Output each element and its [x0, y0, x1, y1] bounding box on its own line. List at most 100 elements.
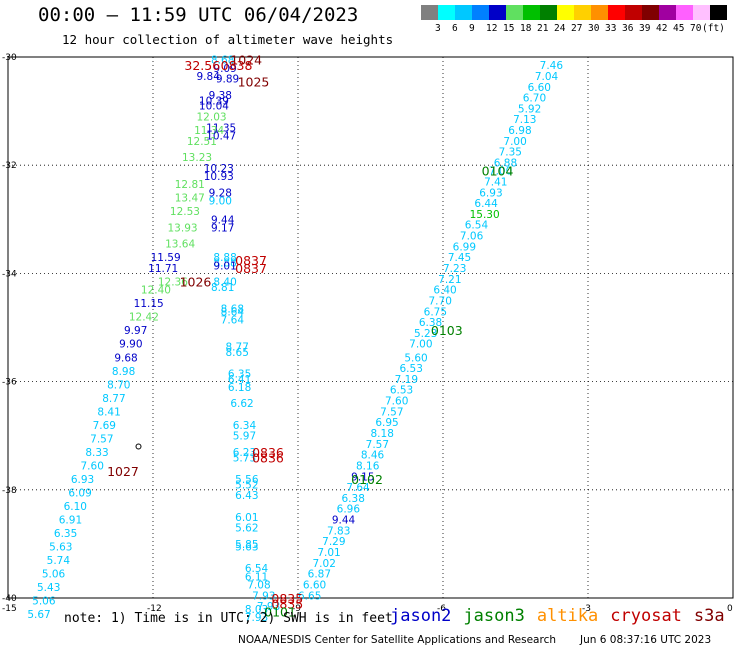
legend-label: 3	[435, 23, 441, 34]
pass-time-label: 1024	[230, 53, 262, 68]
wave-height-label: 6.87	[308, 569, 331, 581]
wave-height-label: 5.43	[37, 582, 60, 594]
wave-height-label: 7.57	[90, 433, 113, 445]
legend-swatch	[489, 5, 506, 20]
wave-height-label: 9.00	[209, 195, 232, 207]
wave-height-label: 8.41	[97, 406, 120, 418]
wave-height-label: 7.02	[313, 558, 336, 570]
wave-height-label: 11.35	[206, 122, 236, 134]
wave-height-label: 6.18	[228, 382, 251, 394]
wave-height-label: 7.19	[395, 374, 418, 386]
wave-height-label: 6.93	[479, 187, 502, 199]
wave-height-label: 7.60	[81, 460, 104, 472]
wave-height-label: 12.03	[197, 112, 227, 124]
wave-height-label: 6.38	[342, 493, 365, 505]
wave-height-label: 8.88	[213, 252, 236, 264]
wave-height-label: 7.00	[503, 136, 526, 148]
wave-height-label: 7.70	[429, 295, 452, 307]
legend-swatch	[659, 5, 676, 20]
pass-time-label: 0103	[431, 323, 463, 338]
wave-height-label: 8.77	[102, 393, 125, 405]
legend-swatch	[693, 5, 710, 20]
wave-height-label: 10.93	[204, 171, 234, 183]
wave-height-label: 6.40	[433, 285, 456, 297]
lon-tick-label: -3	[582, 604, 591, 614]
lon-tick-label: 0	[727, 604, 733, 614]
wave-height-label: 9.28	[209, 187, 232, 199]
legend-label: 70	[690, 23, 702, 34]
wave-height-label: 11.34	[194, 125, 224, 137]
wave-height-label: 7.00	[489, 166, 512, 178]
lat-tick-label: -32	[2, 161, 17, 171]
wave-height-label: 9.44	[332, 515, 356, 527]
wave-height-label: 5.92	[518, 103, 541, 115]
legend-label: 24	[554, 23, 566, 34]
legend-label: 42	[656, 23, 668, 34]
wave-height-label: 5.63	[235, 542, 258, 554]
wave-height-label: 9.97	[124, 325, 147, 337]
wave-height-label: 7.45	[448, 252, 471, 264]
lat-tick-label: -36	[2, 378, 17, 388]
wave-height-label: 5.85	[235, 539, 258, 551]
wave-height-label: 7.69	[93, 420, 116, 432]
wave-height-label: 6.96	[337, 504, 361, 516]
legend-label: 45	[673, 23, 685, 34]
wave-height-label: 7.57	[380, 406, 403, 418]
legend-swatch	[710, 5, 727, 20]
satellite-altika: altika	[536, 606, 599, 626]
satellite-jason2: jason2	[390, 606, 452, 626]
satellite-cryosat: cryosat	[610, 606, 682, 626]
wave-height-label: 5.06	[32, 596, 56, 608]
wave-height-label: 8.16	[356, 460, 380, 472]
pass-time-label: 1026	[180, 275, 212, 290]
legend-swatch	[557, 5, 574, 20]
pass-time-label: 0101	[264, 605, 296, 620]
legend-swatch	[455, 5, 472, 20]
pass-time-label: 32.56	[184, 58, 220, 73]
wave-height-label: 8.46	[361, 450, 385, 462]
wave-height-label: 7.29	[322, 536, 345, 548]
wave-height-label: 8.98	[112, 366, 135, 378]
lat-tick-label: -34	[2, 269, 17, 279]
generated-time: Jun 6 08:37:16 UTC 2023	[580, 634, 712, 646]
wave-height-label: 9.84	[197, 71, 221, 83]
wave-height-label: 6.01	[235, 512, 258, 524]
legend-label: 36	[622, 23, 634, 34]
legend-swatch	[472, 5, 489, 20]
wave-height-label: 12.51	[187, 136, 217, 148]
wave-height-label: 5.62	[235, 523, 258, 535]
legend-label: 30	[588, 23, 600, 34]
wave-height-label: 6.53	[390, 385, 413, 397]
satellite-s3a: s3a	[693, 606, 725, 626]
wave-height-label: 13.47	[175, 193, 205, 205]
legend-label: 15	[503, 23, 515, 34]
wave-height-label: 9.17	[211, 222, 234, 234]
wave-height-label: 5.56	[235, 474, 259, 486]
wave-height-label: 11.71	[148, 263, 178, 275]
wave-height-label: 5.67	[27, 609, 50, 621]
wave-height-label: 9.01	[213, 260, 236, 272]
legend-label: 39	[639, 23, 651, 34]
wave-height-label: 8.88	[213, 258, 236, 270]
wave-height-label: 6.44	[474, 198, 498, 210]
wave-height-label: 8.68	[211, 55, 234, 67]
wave-height-label: 7.23	[443, 263, 466, 275]
wave-height-label: 5.63	[49, 542, 72, 554]
wave-height-label: 7.00	[409, 339, 432, 351]
legend-label: 12	[486, 23, 498, 34]
wave-height-label: 7.60	[385, 396, 408, 408]
legend-swatch	[438, 5, 455, 20]
wave-height-label: 6.34	[233, 420, 257, 432]
wave-height-label: 6.35	[54, 528, 77, 540]
wave-height-label: 7.83	[327, 525, 350, 537]
lon-tick-label: -9	[292, 604, 301, 614]
lon-tick-label: -12	[147, 604, 162, 614]
wave-height-label: 13.93	[168, 222, 198, 234]
lon-tick-label: -15	[2, 604, 17, 614]
wave-height-label: 6.09	[68, 488, 91, 500]
satellite-legend: jason2 jason3 altika cryosat s3a	[390, 606, 737, 626]
wave-height-label: 9.44	[211, 214, 235, 226]
wave-height-label: 7.41	[484, 176, 507, 188]
wave-height-label: 10.47	[206, 130, 236, 142]
